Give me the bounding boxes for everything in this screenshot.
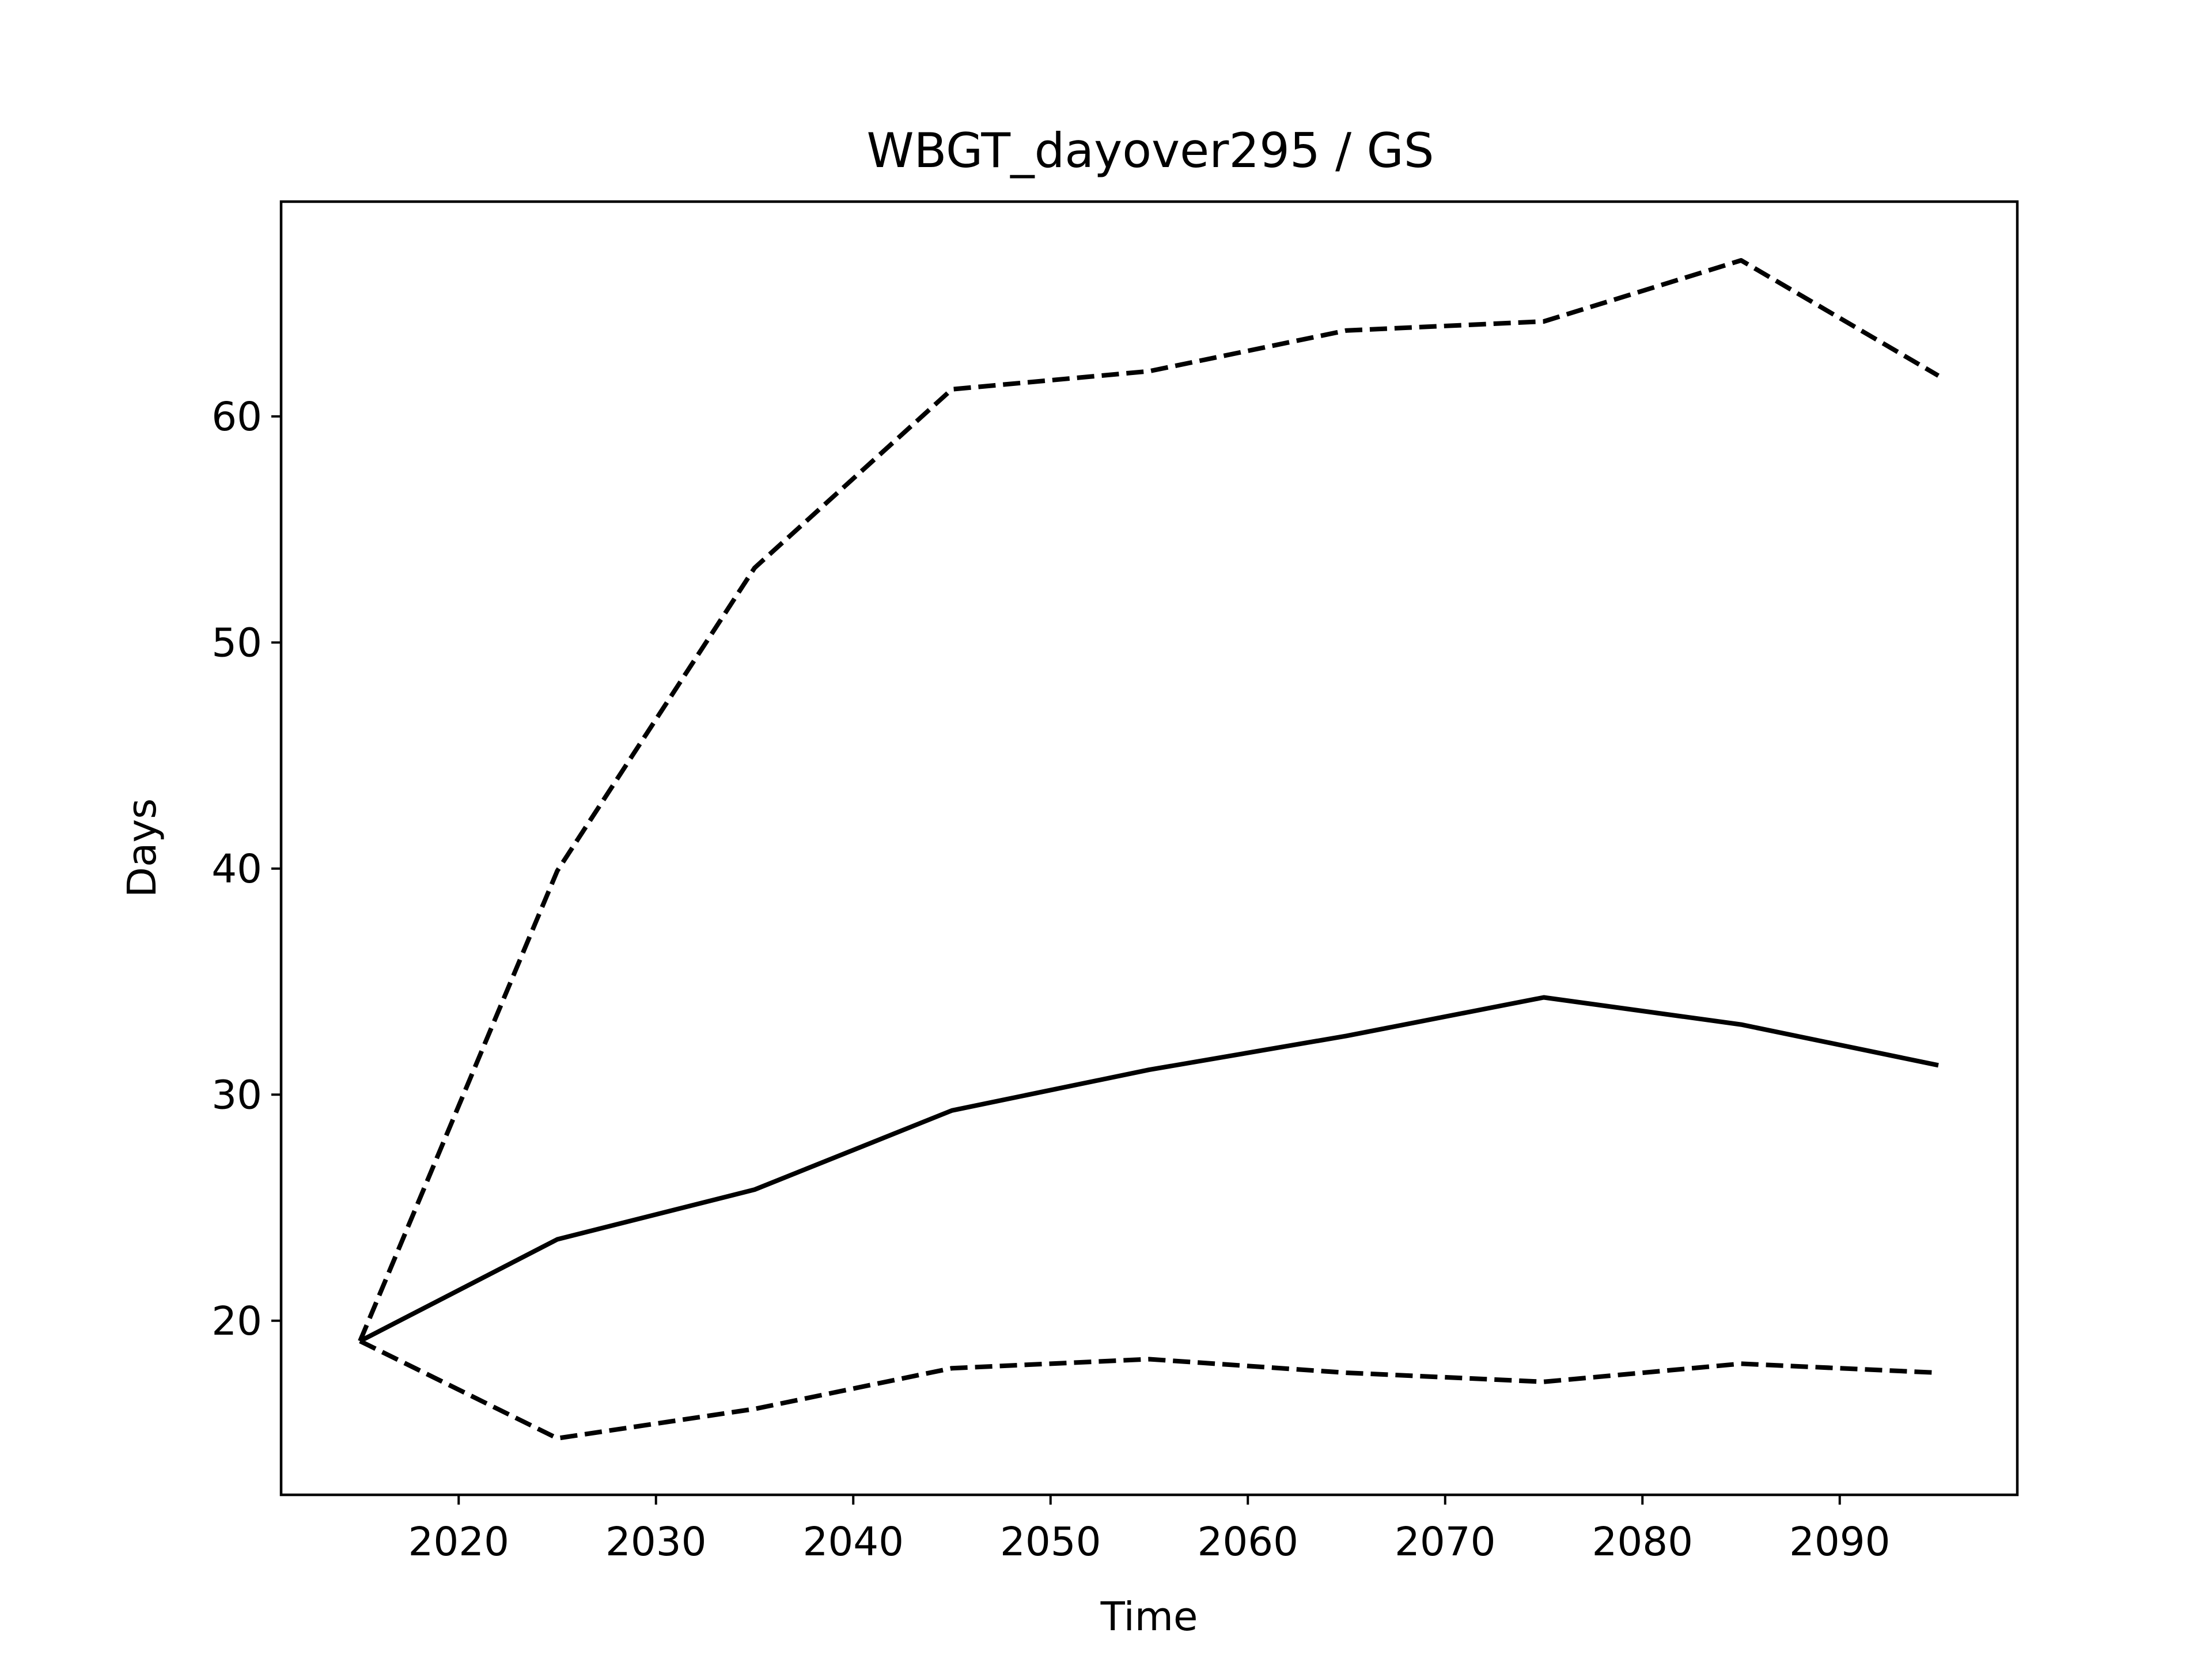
series-line-3-dashed [359,1339,1939,1441]
series-line-2-solid [359,995,1939,1343]
y-tick-label: 20 [211,1298,262,1344]
chart-title: WBGT_dayover295 / GS [866,123,1434,179]
series-line-1-dashed [358,258,1940,1342]
y-tick-label: 50 [211,620,262,666]
x-tick-label: 2070 [1395,1519,1496,1565]
y-tick-label: 30 [211,1072,262,1118]
axis-layer: 2020 2030 2040 2050 2060 2070 2080 209020304050… [211,394,1890,1565]
y-tick-label: 40 [211,846,262,892]
x-tick-label: 2040 [802,1519,904,1565]
x-tick-label: 2050 [1000,1519,1101,1565]
y-tick-label: 60 [211,394,262,440]
y-axis-label: Days [119,798,165,897]
x-tick-label: 2090 [1789,1519,1891,1565]
x-axis-label: Time [1100,1594,1198,1640]
x-tick-label: 2080 [1592,1519,1693,1565]
x-tick-label: 2020 [408,1519,509,1565]
plot-layer [358,258,1940,1441]
x-tick-label: 2060 [1197,1519,1298,1565]
x-tick-label: 2030 [605,1519,707,1565]
plot-frame [279,200,2019,1497]
